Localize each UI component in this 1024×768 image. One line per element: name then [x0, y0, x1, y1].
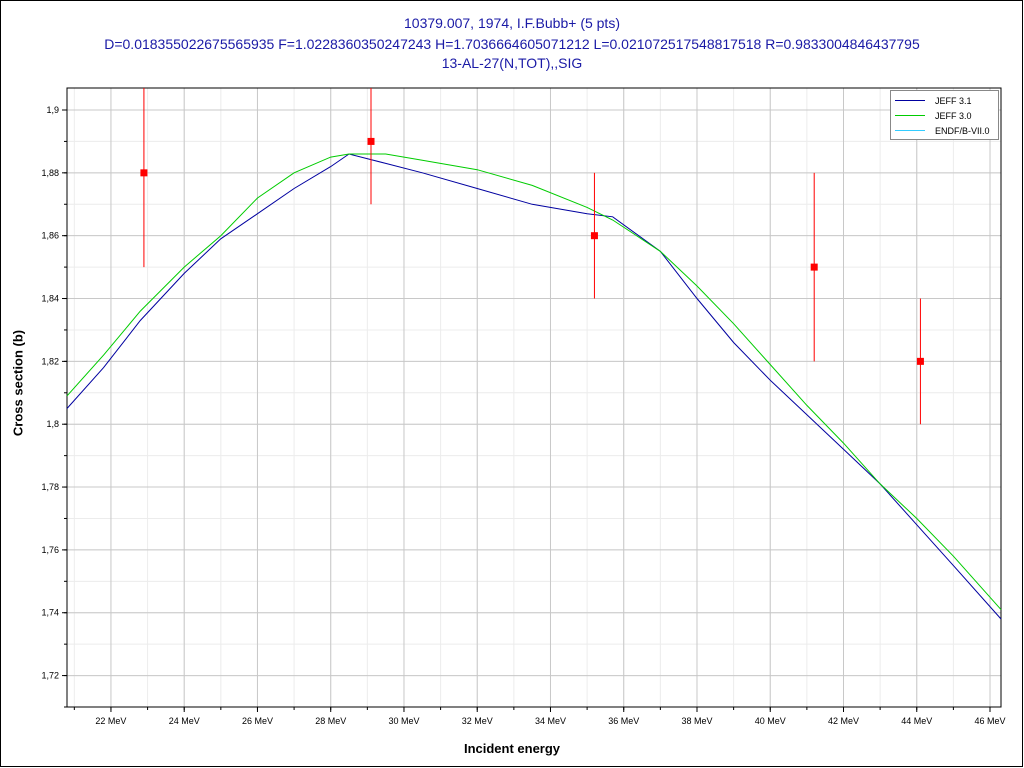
y-tick-label: 1,82: [41, 356, 59, 366]
plot-border: [66, 87, 1002, 708]
series-line-0: [66, 153, 1002, 620]
x-tick-label: 46 MeV: [974, 716, 1005, 726]
x-tick-label: 22 MeV: [95, 716, 126, 726]
x-tick-label: 42 MeV: [828, 716, 859, 726]
y-tick-label: 1,88: [41, 168, 59, 178]
x-tick-label: 28 MeV: [315, 716, 346, 726]
x-tick-label: 36 MeV: [608, 716, 639, 726]
data-point: [367, 137, 375, 145]
x-tick-label: 32 MeV: [462, 716, 493, 726]
data-point: [916, 357, 924, 365]
y-tick-label: 1,74: [41, 608, 59, 618]
x-tick-label: 24 MeV: [169, 716, 200, 726]
legend-swatch-endfb: [895, 130, 925, 131]
legend-swatch-jeff30: [895, 115, 925, 116]
y-tick-label: 1,86: [41, 231, 59, 241]
legend-item-jeff30: JEFF 3.0: [895, 110, 999, 122]
legend-swatch-jeff31: [895, 100, 925, 101]
y-tick-label: 1,76: [41, 545, 59, 555]
chart-subtitle-parameters: D=0.018355022675565935 F=1.0228360350247…: [104, 36, 920, 52]
data-point: [140, 169, 148, 177]
x-axis-label: Incident energy: [463, 741, 561, 756]
plot-background: [67, 88, 1001, 707]
legend: JEFF 3.1 JEFF 3.0 ENDF/B-VII.0: [890, 90, 999, 140]
legend-label: JEFF 3.0: [935, 111, 972, 121]
x-tick-label: 44 MeV: [901, 716, 932, 726]
y-tick-label: 1,9: [46, 105, 59, 115]
chart-title: 10379.007, 1974, I.F.Bubb+ (5 pts): [404, 15, 620, 31]
legend-label: JEFF 3.1: [935, 96, 972, 106]
x-tick-label: 26 MeV: [242, 716, 273, 726]
series-line-1: [66, 153, 1002, 610]
x-tick-label: 30 MeV: [388, 716, 419, 726]
y-axis-label: Cross section (b): [10, 329, 26, 437]
y-tick-label: 1,72: [41, 671, 59, 681]
x-tick-label: 40 MeV: [755, 716, 786, 726]
chart-subtitle-reaction: 13-AL-27(N,TOT),,SIG: [441, 55, 583, 71]
legend-item-jeff31: JEFF 3.1: [895, 95, 999, 107]
y-tick-label: 1,84: [41, 294, 59, 304]
y-tick-label: 1,8: [46, 419, 59, 429]
x-tick-label: 34 MeV: [535, 716, 566, 726]
x-tick-label: 38 MeV: [681, 716, 712, 726]
y-tick-label: 1,78: [41, 482, 59, 492]
data-point: [590, 232, 598, 240]
legend-item-endfb: ENDF/B-VII.0: [895, 125, 999, 137]
data-point: [810, 263, 818, 271]
legend-label: ENDF/B-VII.0: [935, 126, 990, 136]
